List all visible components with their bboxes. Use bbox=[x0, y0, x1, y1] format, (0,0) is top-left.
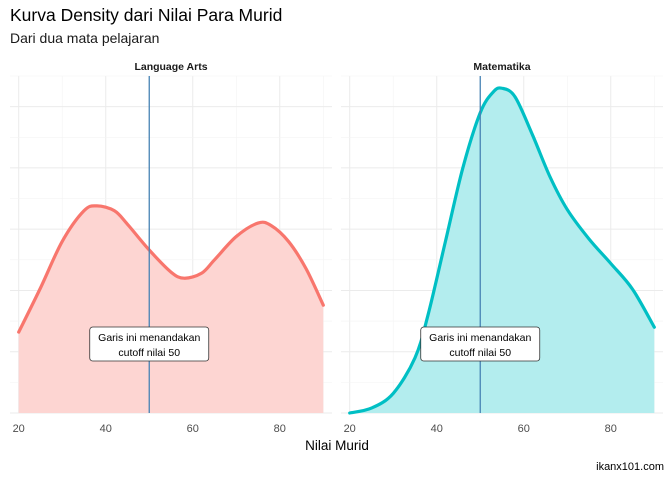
x-tick-labels: 20 40 60 80 bbox=[344, 423, 617, 435]
x-tick-label: 60 bbox=[187, 423, 199, 435]
annotation-line-1: Garis ini menandakan bbox=[98, 332, 200, 344]
annotation-line-2: cutoff nilai 50 bbox=[449, 347, 511, 359]
annotation-label-matematika: Garis ini menandakan cutoff nilai 50 bbox=[420, 326, 541, 362]
annotation-label-language-arts: Garis ini menandakan cutoff nilai 50 bbox=[89, 326, 210, 362]
x-axis-label: Nilai Murid bbox=[305, 438, 369, 453]
strip-label-language-arts: Language Arts bbox=[134, 61, 207, 73]
density-curve-language-arts bbox=[17, 204, 325, 334]
annotation-line-1: Garis ini menandakan bbox=[429, 332, 531, 344]
x-tick-label: 60 bbox=[518, 423, 530, 435]
panel-matematika: Matematika Garis ini menandakan cutoff n… bbox=[341, 61, 663, 435]
x-tick-label: 20 bbox=[13, 423, 25, 435]
annotation-box bbox=[420, 326, 541, 362]
density-area-matematika bbox=[349, 87, 655, 414]
density-curve-matematika bbox=[348, 86, 656, 415]
strip-label-matematika: Matematika bbox=[473, 61, 530, 73]
x-tick-label: 80 bbox=[605, 423, 617, 435]
chart-title: Kurva Density dari Nilai Para Murid bbox=[10, 5, 282, 25]
panel-language-arts: Language Arts Garis ini menandakan cutof… bbox=[10, 61, 332, 435]
x-tick-label: 40 bbox=[431, 423, 443, 435]
chart-subtitle: Dari dua mata pelajaran bbox=[10, 30, 159, 46]
x-tick-label: 80 bbox=[274, 423, 286, 435]
caption: ikanx101.com bbox=[596, 461, 664, 473]
x-tick-labels: 20 40 60 80 bbox=[13, 423, 286, 435]
annotation-line-2: cutoff nilai 50 bbox=[118, 347, 180, 359]
annotation-box bbox=[89, 326, 210, 362]
x-tick-label: 40 bbox=[100, 423, 112, 435]
x-tick-label: 20 bbox=[344, 423, 356, 435]
